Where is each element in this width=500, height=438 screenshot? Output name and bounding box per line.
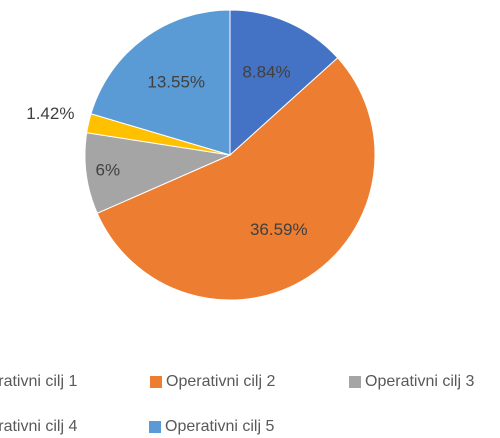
data-label: 1.42% [26,104,74,123]
pie-slice [229,9,339,157]
legend-label: Operativni cilj 3 [365,373,474,390]
pie-slice [96,57,376,301]
legend-swatch [349,376,361,388]
data-label: 13.55% [147,72,205,91]
legend-label: Operativni cilj 2 [166,373,275,390]
legend-label: Operativni cilj 4 [0,418,77,435]
pie-slice [84,132,232,214]
pie-slice [90,9,231,156]
data-label: 8.84% [242,62,290,81]
legend-label: Operativni cilj 1 [0,373,77,390]
data-label: 6% [95,160,120,179]
legend-swatch [150,376,162,388]
legend-label: Operativni cilj 5 [165,418,274,435]
legend-swatch [149,421,161,433]
data-label: 36.59% [250,220,308,239]
